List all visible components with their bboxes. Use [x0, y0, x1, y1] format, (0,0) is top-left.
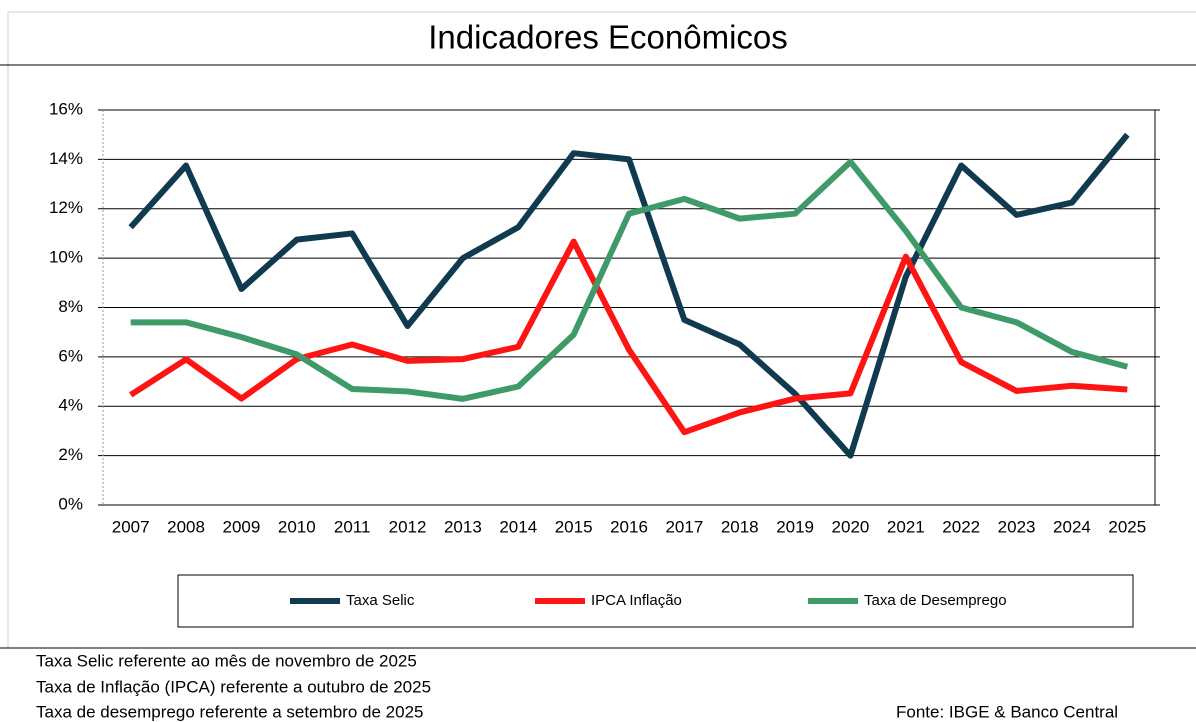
series-line — [128, 132, 1130, 459]
source: Fonte: IBGE & Banco Central — [896, 702, 1118, 721]
x-tick-label: 2015 — [555, 517, 593, 536]
note: Taxa de Inflação (IPCA) referente a outu… — [36, 677, 431, 696]
y-tick-label: 10% — [49, 248, 83, 267]
y-tick-label: 2% — [58, 445, 83, 464]
x-tick-label: 2012 — [389, 517, 427, 536]
y-tick-label: 6% — [58, 346, 83, 365]
series-line — [129, 238, 1128, 436]
x-tick-label: 2014 — [499, 517, 537, 536]
x-tick-label: 2018 — [721, 517, 759, 536]
x-tick-label: 2023 — [998, 517, 1036, 536]
legend-label: IPCA Inflação — [591, 592, 682, 609]
x-tick-label: 2017 — [665, 517, 703, 536]
chart-title: Indicadores Econômicos — [428, 19, 788, 56]
y-tick-label: 16% — [49, 99, 83, 118]
legend-label: Taxa de Desemprego — [864, 592, 1007, 609]
note: Taxa de desemprego referente a setembro … — [36, 702, 423, 721]
legend-label: Taxa Selic — [346, 592, 415, 609]
x-tick-label: 2019 — [776, 517, 814, 536]
x-tick-label: 2007 — [112, 517, 150, 536]
legend-box — [177, 574, 1134, 628]
series-line — [130, 158, 1129, 402]
x-tick-label: 2025 — [1108, 517, 1146, 536]
x-tick-label: 2008 — [167, 517, 205, 536]
y-tick-label: 0% — [58, 494, 83, 513]
x-tick-label: 2010 — [278, 517, 316, 536]
x-tick-label: 2024 — [1053, 517, 1091, 536]
x-tick-label: 2009 — [223, 517, 261, 536]
y-tick-label: 12% — [49, 198, 83, 217]
x-tick-label: 2021 — [887, 517, 925, 536]
y-tick-label: 8% — [58, 297, 83, 316]
x-tick-label: 2016 — [610, 517, 648, 536]
x-tick-label: 2011 — [334, 517, 371, 536]
x-tick-label: 2013 — [444, 517, 482, 536]
y-tick-label: 4% — [58, 396, 83, 415]
y-tick-label: 14% — [49, 149, 83, 168]
x-tick-label: 2022 — [942, 517, 980, 536]
x-tick-label: 2020 — [832, 517, 870, 536]
note: Taxa Selic referente ao mês de novembro … — [36, 651, 417, 670]
